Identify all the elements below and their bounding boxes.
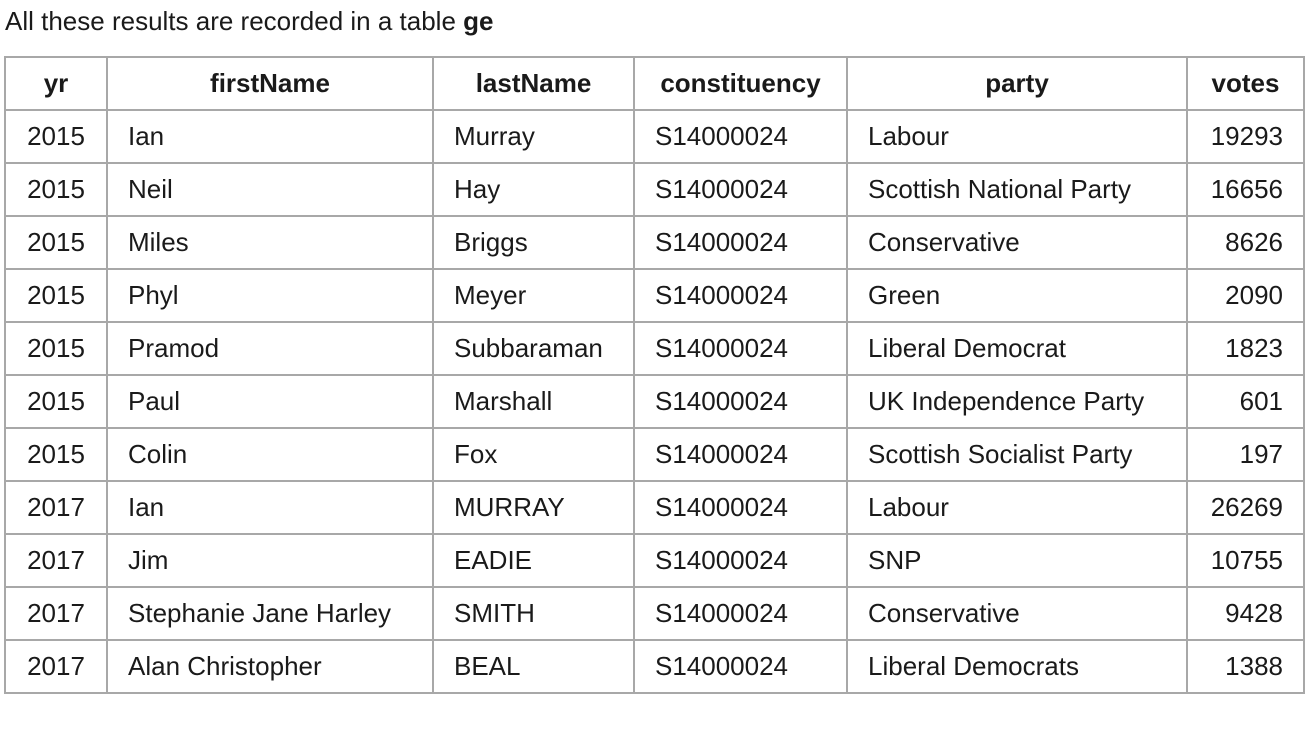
cell-firstname: Colin xyxy=(106,427,434,482)
column-header-firstname: firstName xyxy=(106,56,434,111)
header-row: yr firstName lastName constituency party… xyxy=(4,56,1305,111)
cell-yr: 2015 xyxy=(4,215,108,270)
cell-firstname: Neil xyxy=(106,162,434,217)
cell-constituency: S14000024 xyxy=(633,533,848,588)
cell-yr: 2015 xyxy=(4,162,108,217)
results-table: yr firstName lastName constituency party… xyxy=(4,56,1305,694)
table-row: 2015 Neil Hay S14000024 Scottish National Pa… xyxy=(4,162,1305,217)
cell-yr: 2015 xyxy=(4,374,108,429)
cell-lastname: Briggs xyxy=(432,215,635,270)
cell-constituency: S14000024 xyxy=(633,268,848,323)
cell-constituency: S14000024 xyxy=(633,427,848,482)
column-header-lastname: lastName xyxy=(432,56,635,111)
cell-constituency: S14000024 xyxy=(633,586,848,641)
intro-sentence: All these results are recorded in a tabl… xyxy=(5,3,493,39)
cell-party: Labour xyxy=(846,109,1188,164)
table-row: 2015 Colin Fox S14000024 Scottish Socialist … xyxy=(4,427,1305,482)
cell-lastname: EADIE xyxy=(432,533,635,588)
column-header-constituency: constituency xyxy=(633,56,848,111)
cell-party: Scottish National Party xyxy=(846,162,1188,217)
cell-firstname: Ian xyxy=(106,109,434,164)
column-header-votes: votes xyxy=(1186,56,1305,111)
table-header: yr firstName lastName constituency party… xyxy=(4,56,1305,111)
cell-constituency: S14000024 xyxy=(633,374,848,429)
cell-party: Scottish Socialist Party xyxy=(846,427,1188,482)
cell-constituency: S14000024 xyxy=(633,109,848,164)
table-row: 2015 Miles Briggs S14000024 Conservative 8626 xyxy=(4,215,1305,270)
table-row: 2015 Ian Murray S14000024 Labour 19293 xyxy=(4,109,1305,164)
cell-yr: 2015 xyxy=(4,321,108,376)
cell-party: UK Independence Party xyxy=(846,374,1188,429)
cell-lastname: Hay xyxy=(432,162,635,217)
cell-yr: 2017 xyxy=(4,586,108,641)
cell-firstname: Miles xyxy=(106,215,434,270)
cell-lastname: SMITH xyxy=(432,586,635,641)
cell-votes: 197 xyxy=(1186,427,1305,482)
cell-votes: 1388 xyxy=(1186,639,1305,694)
table-body: 2015 Ian Murray S14000024 Labour 19293 2015 Nei… xyxy=(4,109,1305,694)
table-row: 2015 Phyl Meyer S14000024 Green 2090 xyxy=(4,268,1305,323)
table-row: 2017 Stephanie Jane Harley SMITH S14000024 C… xyxy=(4,586,1305,641)
cell-firstname: Stephanie Jane Harley xyxy=(106,586,434,641)
column-header-yr: yr xyxy=(4,56,108,111)
cell-firstname: Phyl xyxy=(106,268,434,323)
cell-lastname: Murray xyxy=(432,109,635,164)
cell-lastname: MURRAY xyxy=(432,480,635,535)
intro-text: All these results are recorded in a tabl… xyxy=(5,6,464,36)
cell-constituency: S14000024 xyxy=(633,162,848,217)
cell-party: Liberal Democrat xyxy=(846,321,1188,376)
cell-votes: 10755 xyxy=(1186,533,1305,588)
cell-lastname: BEAL xyxy=(432,639,635,694)
cell-party: Green xyxy=(846,268,1188,323)
cell-party: Conservative xyxy=(846,586,1188,641)
table-name: ge xyxy=(463,6,494,36)
cell-constituency: S14000024 xyxy=(633,321,848,376)
table-row: 2015 Pramod Subbaraman S14000024 Liberal Dem… xyxy=(4,321,1305,376)
cell-party: Liberal Democrats xyxy=(846,639,1188,694)
cell-votes: 601 xyxy=(1186,374,1305,429)
cell-yr: 2017 xyxy=(4,533,108,588)
table-row: 2017 Jim EADIE S14000024 SNP 10755 xyxy=(4,533,1305,588)
cell-yr: 2015 xyxy=(4,427,108,482)
cell-lastname: Fox xyxy=(432,427,635,482)
column-header-party: party xyxy=(846,56,1188,111)
cell-yr: 2017 xyxy=(4,480,108,535)
cell-yr: 2017 xyxy=(4,639,108,694)
cell-lastname: Marshall xyxy=(432,374,635,429)
cell-firstname: Ian xyxy=(106,480,434,535)
cell-firstname: Jim xyxy=(106,533,434,588)
cell-firstname: Paul xyxy=(106,374,434,429)
cell-votes: 2090 xyxy=(1186,268,1305,323)
cell-votes: 16656 xyxy=(1186,162,1305,217)
cell-votes: 26269 xyxy=(1186,480,1305,535)
table-row: 2017 Alan Christopher BEAL S14000024 Liberal… xyxy=(4,639,1305,694)
cell-yr: 2015 xyxy=(4,109,108,164)
cell-party: Conservative xyxy=(846,215,1188,270)
cell-constituency: S14000024 xyxy=(633,215,848,270)
cell-lastname: Meyer xyxy=(432,268,635,323)
table-row: 2017 Ian MURRAY S14000024 Labour 26269 xyxy=(4,480,1305,535)
cell-votes: 8626 xyxy=(1186,215,1305,270)
cell-firstname: Alan Christopher xyxy=(106,639,434,694)
cell-votes: 9428 xyxy=(1186,586,1305,641)
cell-party: SNP xyxy=(846,533,1188,588)
cell-firstname: Pramod xyxy=(106,321,434,376)
cell-votes: 1823 xyxy=(1186,321,1305,376)
cell-votes: 19293 xyxy=(1186,109,1305,164)
cell-constituency: S14000024 xyxy=(633,639,848,694)
table-row: 2015 Paul Marshall S14000024 UK Independence… xyxy=(4,374,1305,429)
cell-lastname: Subbaraman xyxy=(432,321,635,376)
cell-party: Labour xyxy=(846,480,1188,535)
cell-yr: 2015 xyxy=(4,268,108,323)
cell-constituency: S14000024 xyxy=(633,480,848,535)
